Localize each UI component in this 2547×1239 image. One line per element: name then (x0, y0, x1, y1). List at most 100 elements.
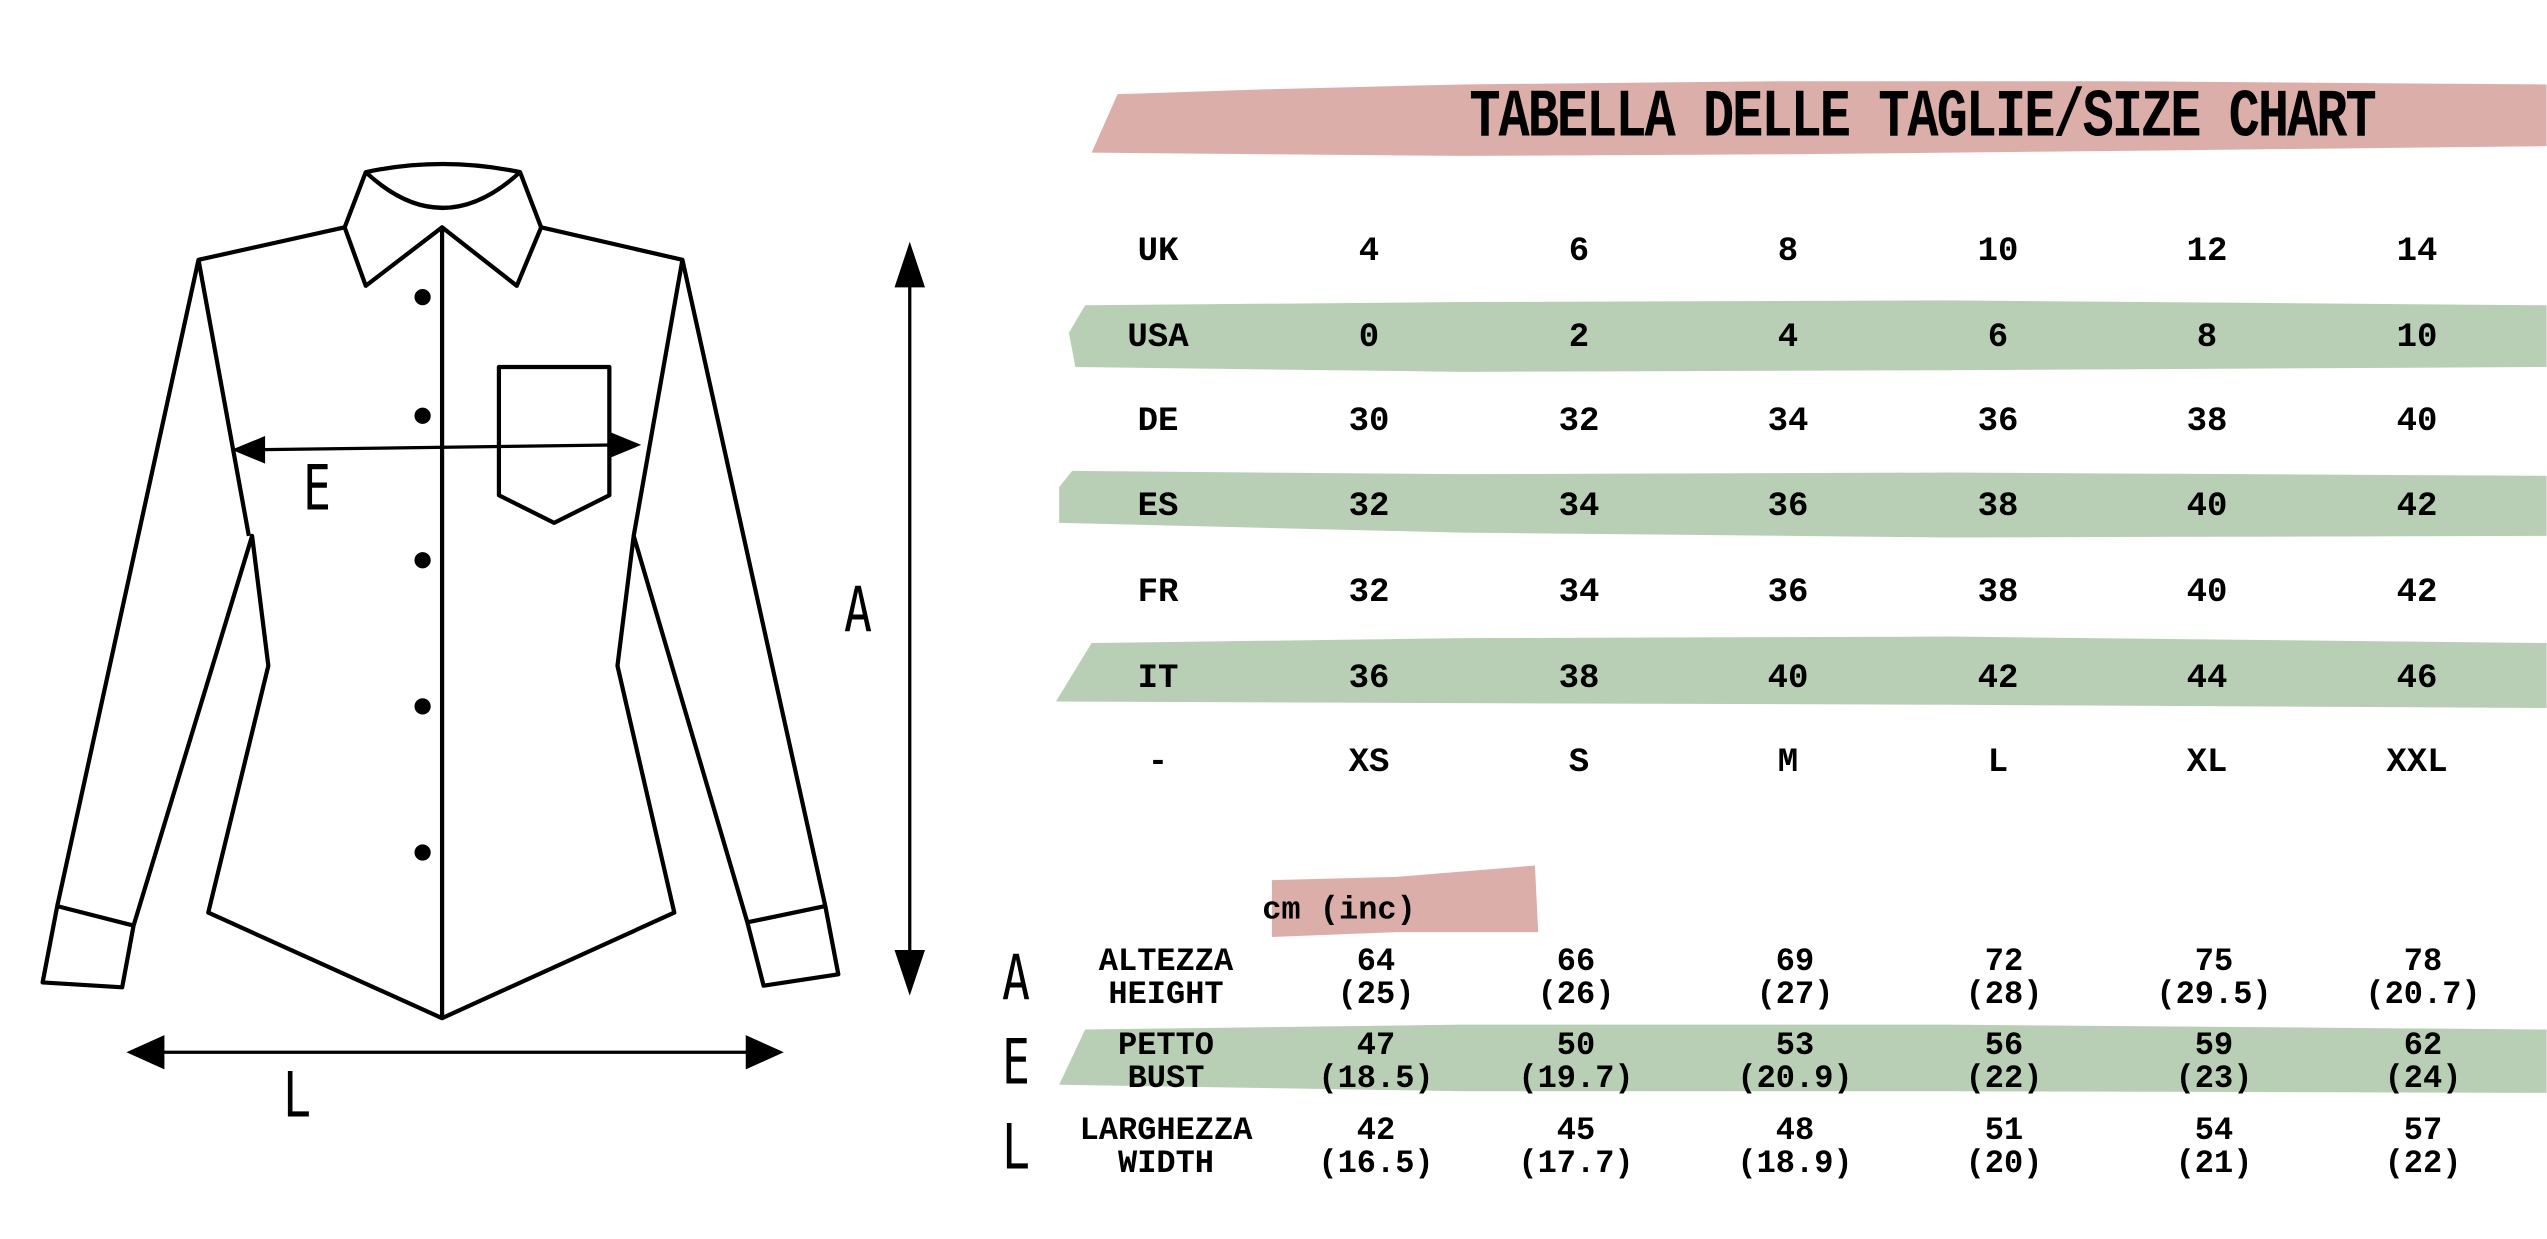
row-label: UK (1137, 233, 1179, 271)
text: 56 (1984, 1027, 2024, 1064)
size-cell: 34 (1558, 488, 1600, 526)
size-cell: 44 (2186, 660, 2228, 698)
measurement-cell: 72 (28) (1966, 945, 2043, 1011)
size-cell: 14 (2396, 233, 2438, 271)
bust-label: E (303, 451, 331, 525)
size-cell: S (1568, 744, 1590, 782)
bust-arrow (252, 443, 621, 452)
page-title: TABELLA DELLE TAGLIE/SIZE CHART (1469, 79, 2376, 157)
text: PETTO (1117, 1027, 1215, 1064)
size-cell: 10 (1977, 233, 2019, 271)
text: (25) (1337, 976, 1415, 1013)
size-cell: 36 (1767, 488, 1809, 526)
text: 69 (1775, 943, 1815, 980)
measurement-cell: 66 (26) (1538, 945, 1615, 1011)
right-cuff (746, 904, 826, 925)
size-cell: 40 (2396, 403, 2438, 441)
measurement-cell: 56 (22) (1966, 1029, 2043, 1095)
text: (17.7) (1518, 1145, 1634, 1182)
row-label: FR (1137, 574, 1179, 612)
row-label: - (1147, 744, 1169, 782)
height-label: A (844, 573, 872, 647)
text: ALTEZZA (1098, 943, 1234, 980)
size-cell: 8 (2196, 319, 2218, 357)
measurement-cell: 59 (23) (2176, 1029, 2253, 1095)
text: (20.7) (2365, 976, 2481, 1013)
text: (18.9) (1737, 1145, 1853, 1182)
size-cell: 12 (2186, 233, 2228, 271)
size-cell: 40 (2186, 488, 2228, 526)
text: 64 (1356, 943, 1396, 980)
text: 59 (2194, 1027, 2234, 1064)
size-cell: 6 (1987, 319, 2009, 357)
right-side-seam (631, 259, 685, 537)
measurement-cell: 62 (24) (2385, 1029, 2462, 1095)
text: (20) (1965, 1145, 2043, 1182)
size-cell: 0 (1358, 319, 1380, 357)
text: 45 (1556, 1112, 1596, 1149)
unit-label: cm (inc) (1262, 891, 1416, 929)
text: 47 (1356, 1027, 1396, 1064)
text: 42 (1356, 1112, 1396, 1149)
text: (28) (1965, 976, 2043, 1013)
size-cell: 32 (1558, 403, 1600, 441)
size-cell: 36 (1977, 403, 2019, 441)
measurement-cell: 69 (27) (1757, 945, 1834, 1011)
row-label: IT (1137, 660, 1179, 698)
buttons (414, 289, 431, 861)
size-cell: 2 (1568, 319, 1590, 357)
pocket (496, 364, 612, 525)
size-cell: 30 (1348, 403, 1390, 441)
size-cell: 40 (1767, 660, 1809, 698)
text: (24) (2384, 1060, 2462, 1097)
measurement-label: PETTO BUST (1118, 1029, 1214, 1095)
measurement-cell: 57 (22) (2385, 1114, 2462, 1180)
text: (16.5) (1318, 1145, 1434, 1182)
measurement-letter: L (1002, 1110, 1030, 1184)
measurement-cell: 78 (20.7) (2365, 945, 2480, 1011)
row-stripe-es (1059, 470, 2547, 538)
measurement-label: LARGHEZZA WIDTH (1080, 1114, 1253, 1180)
title-banner (1091, 81, 2547, 156)
measurement-label: ALTEZZA HEIGHT (1099, 945, 1233, 1011)
unit-label-stripe (1271, 865, 1539, 937)
text: 75 (2194, 943, 2234, 980)
measurement-cell: 51 (20) (1966, 1114, 2043, 1180)
width-label: L (283, 1058, 311, 1132)
row-label: DE (1137, 403, 1179, 441)
text: WIDTH (1117, 1145, 1215, 1182)
left-cuff (56, 904, 135, 928)
text: 51 (1984, 1112, 2024, 1149)
measurement-letter: E (1002, 1025, 1030, 1099)
text: LARGHEZZA (1079, 1112, 1253, 1149)
size-cell: 4 (1777, 319, 1799, 357)
measurement-cell: 75 (29.5) (2156, 945, 2271, 1011)
size-cell: 32 (1348, 488, 1390, 526)
measurement-cell: 64 (25) (1338, 945, 1415, 1011)
text: 53 (1775, 1027, 1815, 1064)
text: (22) (1965, 1060, 2043, 1097)
text: (27) (1756, 976, 1834, 1013)
text: (23) (2175, 1060, 2253, 1097)
measurement-cell: 53 (20.9) (1737, 1029, 1852, 1095)
text: (18.5) (1318, 1060, 1434, 1097)
row-stripe-it (1055, 636, 2547, 708)
size-cell: 10 (2396, 319, 2438, 357)
row-label: ES (1137, 488, 1179, 526)
text: 54 (2194, 1112, 2234, 1149)
size-cell: 38 (1977, 488, 2019, 526)
text: 78 (2403, 943, 2443, 980)
text: (26) (1537, 976, 1615, 1013)
size-cell: 42 (2396, 574, 2438, 612)
size-cell: 8 (1777, 233, 1799, 271)
text: 72 (1984, 943, 2024, 980)
measurement-cell: 42 (16.5) (1318, 1114, 1433, 1180)
size-cell: 36 (1767, 574, 1809, 612)
size-cell: XS (1348, 744, 1390, 782)
measurement-cell: 47 (18.5) (1318, 1029, 1433, 1095)
size-cell: 38 (1558, 660, 1600, 698)
collar (342, 161, 544, 288)
measurement-cell: 54 (21) (2176, 1114, 2253, 1180)
size-cell: 42 (2396, 488, 2438, 526)
